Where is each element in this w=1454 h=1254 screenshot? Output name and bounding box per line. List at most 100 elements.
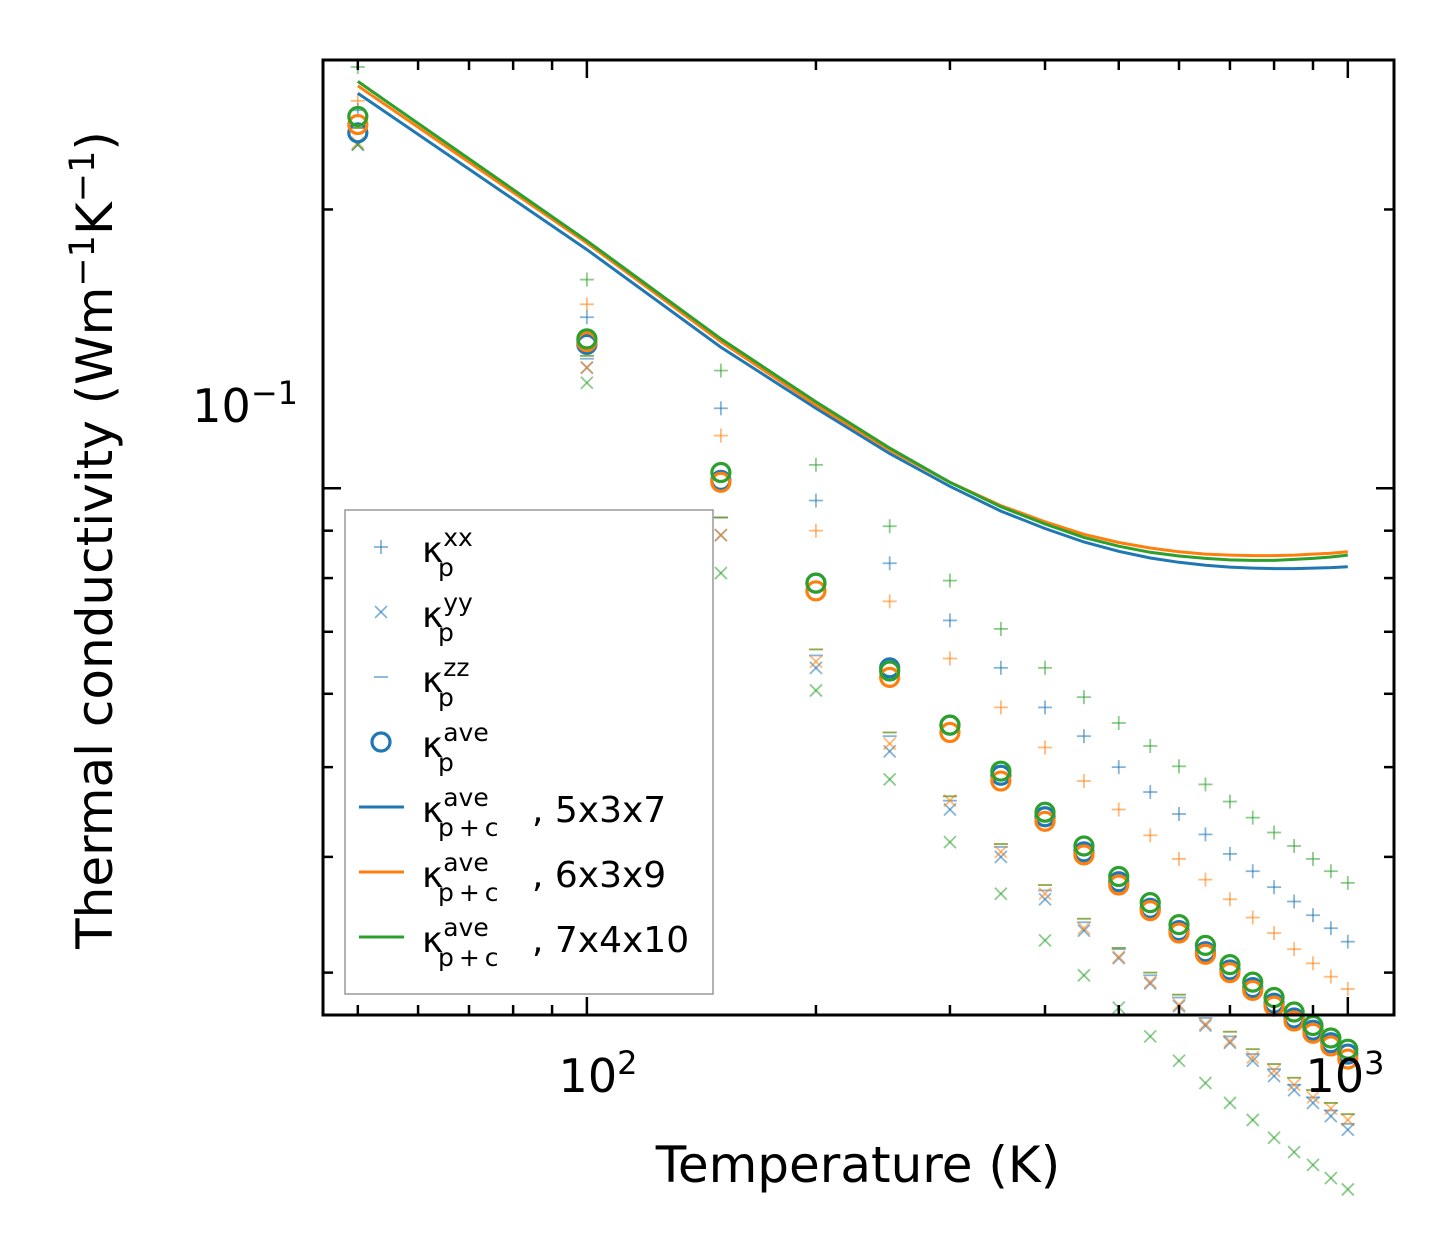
series-total-5x3x7 [356, 91, 1348, 571]
legend-marker-kxx-plus [374, 540, 388, 554]
point-kxx-6x3x9-650 [1198, 872, 1213, 887]
legend-label-kyy: κyy p [422, 588, 473, 647]
point-kyy-7x4x10-800 [1267, 1131, 1281, 1145]
point-kave-7x4x10-700 [1219, 954, 1241, 976]
point-kyy-6x3x9-200 [809, 654, 823, 669]
point-kave-7x4x10-100 [576, 328, 598, 350]
y-axis-label: Thermal conductivity (Wm−1K−1) [63, 131, 124, 950]
point-kave-6x3x9-250 [879, 666, 901, 688]
point-kxx-5x3x7-800 [1267, 880, 1282, 895]
point-kave-7x4x10-650 [1194, 934, 1217, 957]
point-kxx-6x3x9-50 [350, 93, 365, 108]
legend-markers [359, 540, 404, 939]
point-kxx-7x4x10-900 [1305, 851, 1320, 866]
point-kyy-5x3x7-550 [1143, 976, 1157, 991]
point-kyy-6x3x9-950 [1324, 1101, 1338, 1116]
point-kyy-7x4x10-600 [1172, 1054, 1186, 1068]
point-kxx-7x4x10-800 [1267, 825, 1282, 840]
point-kyy-5x3x7-900 [1306, 1096, 1320, 1110]
point-kyy-7x4x10-950 [1324, 1171, 1338, 1185]
point-kyy-6x3x9-600 [1172, 998, 1186, 1012]
point-kyy-6x3x9-650 [1198, 1017, 1213, 1031]
point-kyy-5x3x7-850 [1287, 1083, 1301, 1097]
point-kxx-6x3x9-200 [808, 523, 823, 538]
series-total-6x3x9 [356, 84, 1348, 558]
point-kxx-5x3x7-150 [713, 401, 728, 416]
point-kxx-7x4x10-350 [993, 621, 1008, 636]
point-kxx-6x3x9-500 [1111, 802, 1126, 817]
point-kyy-6x3x9-150 [714, 528, 728, 542]
point-kave-7x4x10-550 [1139, 892, 1161, 914]
point-kave-6x3x9-550 [1139, 900, 1161, 922]
point-kyy-5x3x7-700 [1223, 1036, 1237, 1050]
point-kave-6x3x9-300 [939, 721, 961, 744]
x-tick-label-1000: 103 [1306, 1044, 1385, 1103]
point-kxx-5x3x7-750 [1245, 864, 1260, 879]
point-kyy-7x4x10-1000 [1341, 1182, 1355, 1197]
point-kxx-6x3x9-950 [1323, 969, 1338, 984]
series-7x4x10 [350, 59, 1355, 1197]
point-kyy-6x3x9-550 [1143, 975, 1157, 989]
point-kxx-6x3x9-400 [1038, 740, 1053, 755]
point-kxx-6x3x9-900 [1305, 956, 1320, 971]
point-kave-7x4x10-300 [939, 714, 961, 736]
point-kyy-5x3x7-500 [1112, 951, 1126, 965]
point-kave-6x3x9-700 [1219, 962, 1241, 984]
point-kyy-7x4x10-850 [1287, 1145, 1301, 1159]
point-kxx-5x3x7-200 [808, 493, 823, 508]
point-kxx-7x4x10-150 [713, 363, 728, 378]
point-kyy-7x4x10-700 [1223, 1096, 1237, 1110]
point-kxx-6x3x9-600 [1172, 851, 1187, 866]
point-kyy-7x4x10-350 [994, 887, 1008, 901]
point-kyy-6x3x9-700 [1223, 1034, 1237, 1048]
point-kyy-6x3x9-500 [1112, 950, 1126, 964]
line-total-7x4x10 [356, 80, 1348, 562]
point-kxx-5x3x7-400 [1038, 700, 1053, 715]
point-kave-7x4x10-50 [347, 105, 369, 128]
point-kave-6x3x9-850 [1283, 1010, 1305, 1032]
point-kave-7x4x10-1000 [1337, 1038, 1359, 1060]
point-kxx-5x3x7-600 [1172, 807, 1187, 822]
point-kave-7x4x10-750 [1242, 971, 1264, 993]
point-kxx-5x3x7-100 [579, 310, 594, 325]
point-kxx-5x3x7-900 [1305, 908, 1320, 923]
point-kyy-6x3x9-1000 [1341, 1113, 1355, 1127]
point-kyy-7x4x10-900 [1306, 1158, 1320, 1172]
point-kyy-5x3x7-1000 [1341, 1123, 1355, 1137]
point-kxx-5x3x7-350 [993, 660, 1008, 675]
point-kave-6x3x9-200 [805, 580, 827, 602]
point-kxx-7x4x10-200 [808, 457, 823, 472]
x-tick-label-100: 102 [559, 1044, 638, 1103]
legend-marker-kyy-x [374, 605, 388, 619]
point-kxx-7x4x10-100 [579, 272, 594, 287]
point-kyy-6x3x9-850 [1287, 1078, 1301, 1092]
point-kave-7x4x10-950 [1320, 1027, 1342, 1049]
point-kxx-7x4x10-700 [1222, 794, 1237, 809]
point-kxx-6x3x9-150 [713, 428, 728, 443]
point-kyy-5x3x7-750 [1246, 1054, 1260, 1068]
point-kyy-7x4x10-400 [1038, 933, 1052, 948]
legend-label-total-6x3x9: κave p + c, 6x3x9 [422, 848, 666, 907]
line-total-5x3x7 [356, 91, 1348, 571]
legend-box [344, 509, 714, 995]
point-kave-7x4x10-900 [1302, 1014, 1324, 1037]
point-kxx-6x3x9-450 [1076, 774, 1091, 789]
point-kxx-7x4x10-1000 [1340, 875, 1355, 890]
point-kyy-7x4x10-200 [809, 683, 823, 698]
point-kyy-5x3x7-400 [1038, 892, 1052, 906]
point-kxx-5x3x7-950 [1323, 921, 1338, 936]
point-kxx-6x3x9-300 [942, 651, 957, 666]
point-kyy-6x3x9-400 [1038, 887, 1052, 901]
point-kxx-7x4x10-600 [1172, 759, 1187, 774]
line-total-6x3x9 [356, 84, 1348, 558]
point-kxx-5x3x7-250 [882, 556, 897, 571]
legend-label-kave: κave p [422, 718, 489, 777]
point-kxx-7x4x10-850 [1287, 838, 1302, 853]
point-kyy-5x3x7-350 [994, 850, 1008, 864]
legend-label-kzz: κzz p [422, 653, 469, 712]
point-kyy-6x3x9-800 [1267, 1064, 1281, 1078]
point-kave-6x3x9-500 [1108, 874, 1130, 896]
point-kyy-6x3x9-350 [994, 845, 1008, 859]
point-kyy-6x3x9-100 [580, 360, 594, 375]
